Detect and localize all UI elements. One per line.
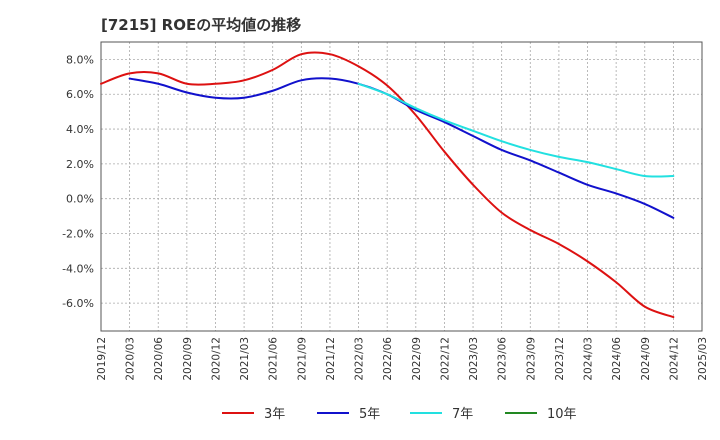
legend-label-2: 7年 bbox=[452, 407, 473, 422]
x-tick-label: 2022/06 bbox=[382, 337, 394, 381]
x-tick-label: 2024/09 bbox=[640, 337, 652, 381]
x-tick-label: 2024/06 bbox=[611, 337, 623, 381]
x-tick-label: 2025/03 bbox=[697, 337, 709, 381]
chart-title: [7215] ROEの平均値の推移 bbox=[101, 16, 302, 34]
y-tick-label: 0.0% bbox=[66, 193, 94, 206]
legend: 3年 5年 7年 10年 bbox=[222, 407, 577, 422]
x-tick-label: 2023/12 bbox=[554, 337, 566, 381]
x-tick-label: 2020/03 bbox=[125, 337, 137, 381]
legend-label-1: 5年 bbox=[359, 407, 380, 422]
series-line-0 bbox=[100, 51, 675, 319]
x-tick-label: 2021/03 bbox=[239, 337, 251, 381]
plot-area bbox=[100, 41, 703, 332]
x-tick-label: 2024/12 bbox=[668, 337, 680, 381]
x-tick-label: 2020/12 bbox=[210, 337, 222, 381]
y-tick-label: 8.0% bbox=[66, 53, 94, 66]
x-tick-label: 2023/06 bbox=[497, 337, 509, 381]
y-tick-label: -2.0% bbox=[62, 228, 94, 241]
y-tick-label: 4.0% bbox=[66, 123, 94, 136]
x-tick-label: 2022/09 bbox=[411, 337, 423, 381]
x-tick-label: 2023/03 bbox=[468, 337, 480, 381]
axis-layer: 2019/12 2020/03 2020/06 2020/09 2020/12 2021/… bbox=[62, 41, 709, 381]
x-tick-label: 2021/09 bbox=[296, 337, 308, 381]
grid-layer bbox=[101, 42, 702, 331]
y-tick-label: -4.0% bbox=[62, 262, 94, 275]
y-tick-label: 2.0% bbox=[66, 158, 94, 171]
x-tick-label: 2021/12 bbox=[325, 337, 337, 381]
x-tick-label: 2024/03 bbox=[583, 337, 595, 381]
y-tick-label: -6.0% bbox=[62, 297, 94, 310]
x-tick-label: 2022/12 bbox=[439, 337, 451, 381]
series-line-2 bbox=[357, 82, 675, 178]
x-tick-label: 2023/09 bbox=[525, 337, 537, 381]
y-tick-label: 6.0% bbox=[66, 88, 94, 101]
x-tick-label: 2019/12 bbox=[96, 337, 108, 381]
legend-label-3: 10年 bbox=[547, 407, 577, 422]
x-tick-label: 2021/06 bbox=[268, 337, 280, 381]
x-tick-label: 2020/09 bbox=[182, 337, 194, 381]
x-tick-label: 2020/06 bbox=[153, 337, 165, 381]
legend-label-0: 3年 bbox=[264, 407, 285, 422]
series-layer bbox=[100, 51, 675, 319]
x-tick-label: 2022/03 bbox=[354, 337, 366, 381]
